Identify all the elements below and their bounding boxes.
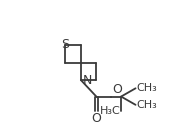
Text: H₃C: H₃C bbox=[100, 106, 121, 116]
Text: CH₃: CH₃ bbox=[136, 83, 157, 93]
Text: N: N bbox=[83, 74, 92, 87]
Text: O: O bbox=[112, 83, 122, 96]
Text: O: O bbox=[91, 111, 101, 124]
Text: CH₃: CH₃ bbox=[136, 100, 157, 110]
Text: S: S bbox=[61, 38, 69, 51]
